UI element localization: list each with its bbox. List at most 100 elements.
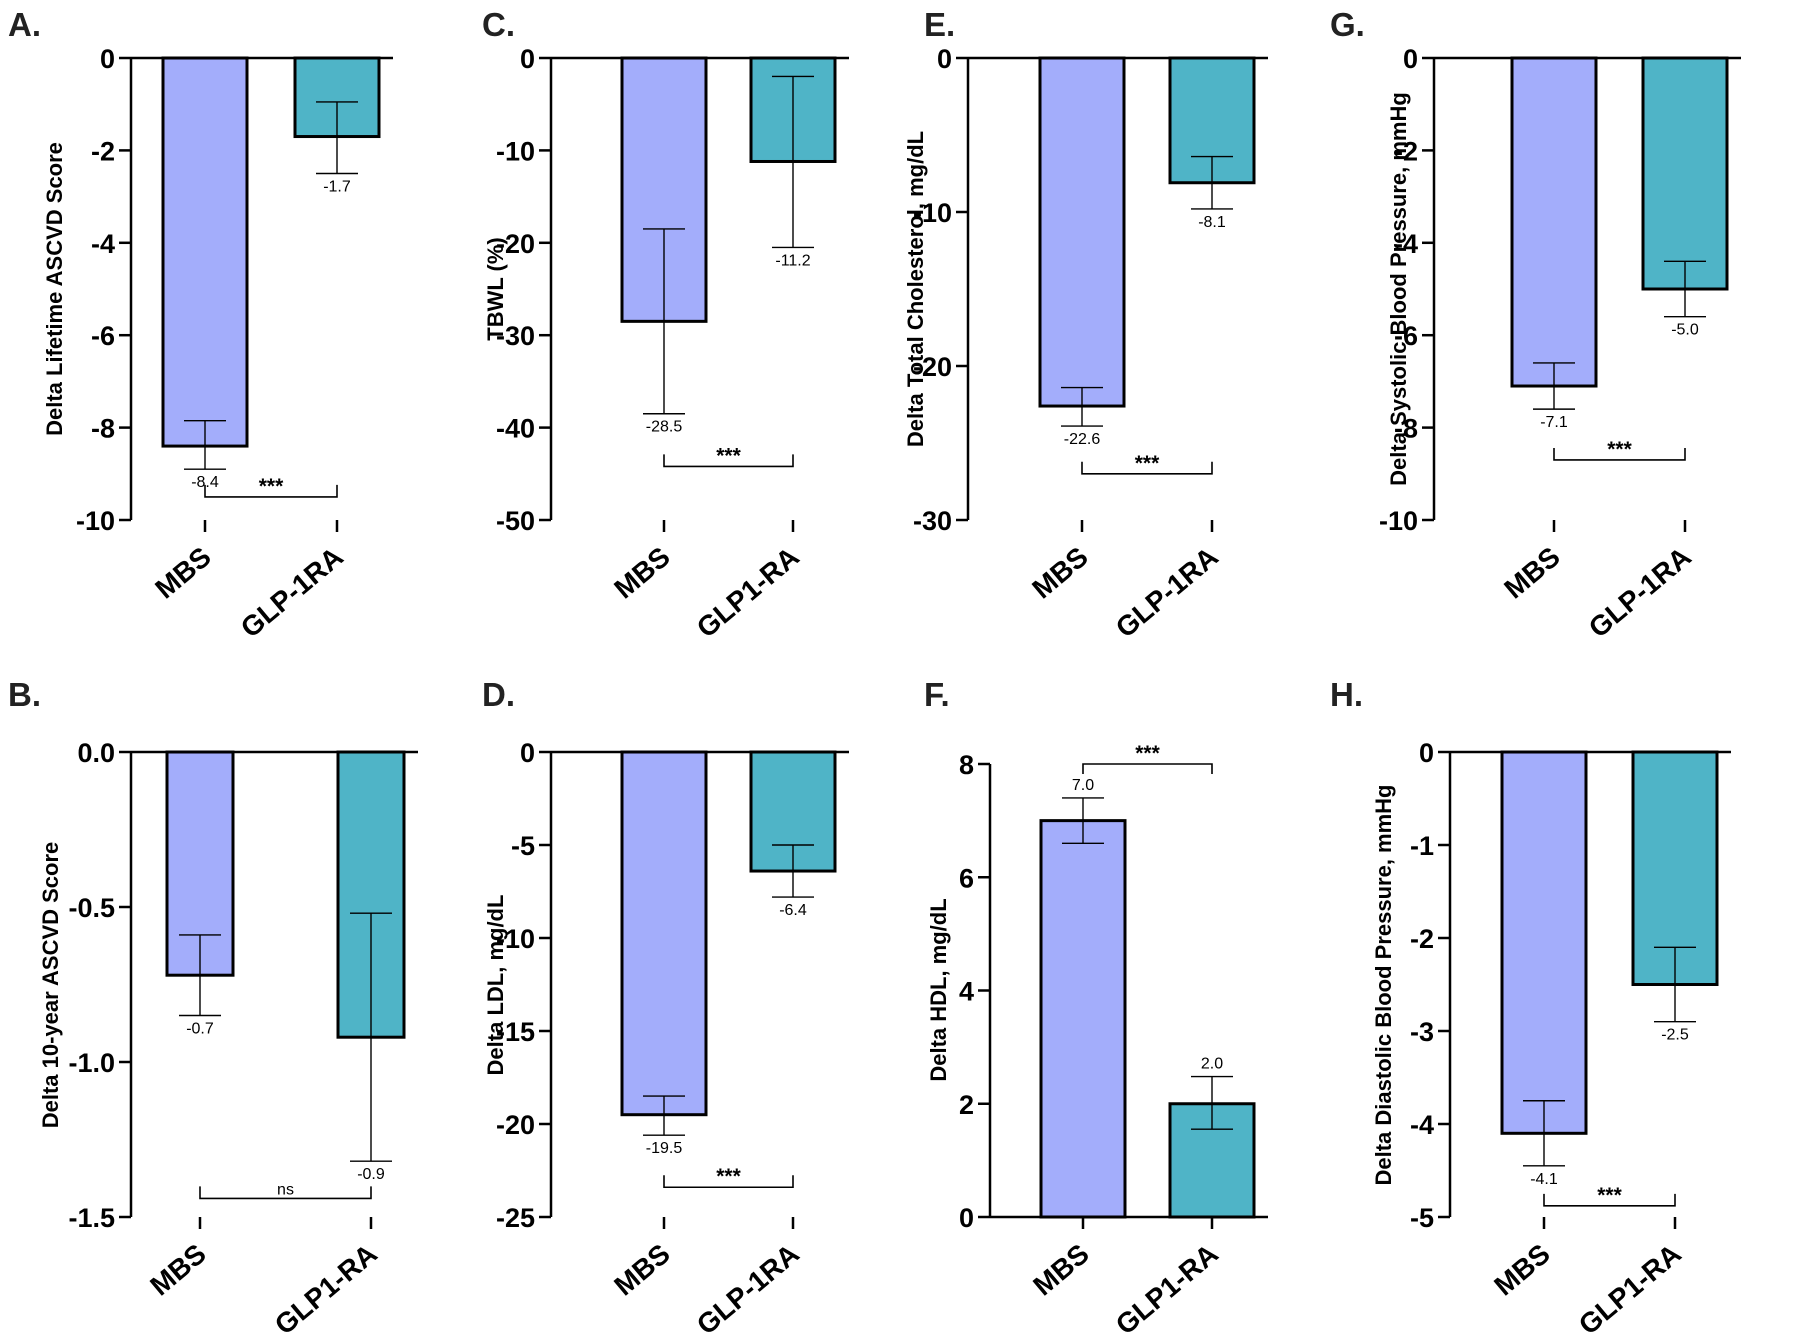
category-label: GLP1-RA xyxy=(1110,1238,1224,1339)
y-axis-title: Delta 10-year ASCVD Score xyxy=(38,842,63,1129)
y-tick-label: -50 xyxy=(496,506,535,536)
y-tick-label: 8 xyxy=(959,750,974,780)
bar-mbs xyxy=(1510,56,1598,388)
y-tick-label: -4 xyxy=(91,229,115,259)
y-tick-label: -20 xyxy=(496,229,535,259)
panel-letter: H. xyxy=(1330,676,1363,713)
y-axis-title: TBWL (%) xyxy=(483,237,508,340)
data-label: 2.0 xyxy=(1201,1056,1223,1073)
y-tick-label: -10 xyxy=(1379,506,1418,536)
y-tick-label: -20 xyxy=(913,352,952,382)
y-tick-label: 0 xyxy=(520,44,535,74)
data-label: -6.4 xyxy=(779,902,807,919)
significance-bracket xyxy=(1543,1193,1676,1207)
y-tick-label: 6 xyxy=(959,863,974,893)
category-label: MBS xyxy=(149,541,217,605)
y-tick-label: -5 xyxy=(511,831,535,861)
panel-letter: C. xyxy=(482,6,515,43)
y-tick-label: -3 xyxy=(1410,1017,1434,1047)
chart-panel-d: D.0 -5 -10 -15 -20 -25 Delta LDL, mg/dL -19.5 MB… xyxy=(482,676,849,1339)
y-axis-title: Delta Total Cholesterol, mg/dL xyxy=(903,131,928,447)
bar-mbs xyxy=(620,750,708,1117)
y-tick-label: 0 xyxy=(520,738,535,768)
category-label: MBS xyxy=(1026,541,1094,605)
significance-bracket xyxy=(199,1186,372,1200)
bar-mbs xyxy=(1039,819,1127,1219)
panel-letter: A. xyxy=(8,6,41,43)
y-axis-title: Delta Systolic Blood Pressure, mmHg xyxy=(1386,92,1411,486)
significance-label: *** xyxy=(259,475,284,498)
chart-panel-b: B. 0.0 -0.5 -1.0 -1.5 Delta 10-year ASCVD Sco… xyxy=(8,676,418,1339)
significance-label: *** xyxy=(1597,1184,1622,1207)
chart-panel-a: A. 0 -2 -4 -6 -8 -10 Delta Lifetime ASCVD Score… xyxy=(8,6,393,644)
y-tick-label: -6 xyxy=(91,321,115,351)
y-tick-label: -2 xyxy=(91,136,115,166)
category-label: GLP-1RA xyxy=(1583,541,1697,644)
y-tick-label: -2 xyxy=(1410,924,1434,954)
significance-bracket xyxy=(663,1175,794,1189)
y-tick-label: -25 xyxy=(496,1203,535,1233)
y-tick-label: -4 xyxy=(1394,229,1418,259)
y-axis-title: Delta Lifetime ASCVD Score xyxy=(42,142,67,436)
bar-mbs xyxy=(1038,56,1126,408)
y-tick-label: 2 xyxy=(959,1090,974,1120)
chart-panel-e: E.0 -10 -20 -30 Delta Total Cholesterol, mg/… xyxy=(903,6,1268,644)
y-tick-label: 0 xyxy=(1419,738,1434,768)
data-label: -22.6 xyxy=(1064,431,1101,448)
data-label: -0.9 xyxy=(357,1166,385,1183)
y-tick-label: -20 xyxy=(496,1110,535,1140)
y-tick-label: -10 xyxy=(76,506,115,536)
y-tick-label: -8 xyxy=(91,414,115,444)
category-label: MBS xyxy=(608,541,676,605)
significance-label: *** xyxy=(1135,742,1160,765)
significance-label: ns xyxy=(277,1181,294,1198)
category-label: GLP1-RA xyxy=(1573,1238,1687,1339)
data-label: -8.4 xyxy=(191,474,219,491)
bar-mbs xyxy=(161,56,249,448)
y-tick-label: 0.0 xyxy=(77,738,115,768)
y-tick-label: -1.0 xyxy=(68,1048,115,1078)
y-tick-label: 0 xyxy=(1403,44,1418,74)
data-label: -11.2 xyxy=(775,252,810,269)
y-tick-label: -10 xyxy=(496,136,535,166)
data-label: -4.1 xyxy=(1530,1171,1558,1188)
category-label: GLP-1RA xyxy=(1110,541,1224,644)
y-tick-label: -0.5 xyxy=(68,893,115,923)
y-tick-label: -4 xyxy=(1410,1110,1434,1140)
significance-bracket xyxy=(663,454,794,468)
data-label: -28.5 xyxy=(646,419,683,436)
data-label: -1.7 xyxy=(323,179,351,196)
category-label: MBS xyxy=(608,1238,676,1302)
y-tick-label: -5 xyxy=(1410,1203,1434,1233)
y-tick-label: -10 xyxy=(913,198,952,228)
bar-glp1-ra xyxy=(1631,750,1719,986)
panel-letter: D. xyxy=(482,676,515,713)
y-axis-title: Delta HDL, mg/dL xyxy=(926,898,951,1081)
data-label: -7.1 xyxy=(1540,414,1568,431)
significance-label: *** xyxy=(716,444,741,467)
category-label: MBS xyxy=(144,1238,212,1302)
y-tick-label: -30 xyxy=(913,506,952,536)
panel-letter: G. xyxy=(1330,6,1365,43)
y-tick-label: -30 xyxy=(496,321,535,351)
y-tick-label: -8 xyxy=(1394,414,1418,444)
significance-label: *** xyxy=(1607,438,1632,461)
panel-letter: B. xyxy=(8,676,41,713)
y-tick-label: -2 xyxy=(1394,136,1418,166)
data-label: -0.7 xyxy=(186,1021,214,1038)
bar-glp-1ra xyxy=(1641,56,1729,291)
y-tick-label: -10 xyxy=(496,924,535,954)
panel-letter: E. xyxy=(924,6,955,43)
category-label: GLP1-RA xyxy=(691,541,805,644)
bar-mbs xyxy=(1500,750,1588,1135)
y-tick-label: -15 xyxy=(496,1017,535,1047)
panel-letter: F. xyxy=(924,676,950,713)
category-label: GLP1-RA xyxy=(269,1238,383,1339)
y-tick-label: -6 xyxy=(1394,321,1418,351)
y-tick-label: 0 xyxy=(937,44,952,74)
chart-panel-f: F. 0 2 4 6 8 Delta HDL, mg/dL 7.0 MBS 2.0 GLP1-RA *… xyxy=(924,676,1268,1339)
chart-panel-g: G. 0 -2 -4 -6 -8 -10 Delta Systolic Blood Press… xyxy=(1330,6,1741,644)
y-axis-title: Delta LDL, mg/dL xyxy=(483,895,508,1076)
category-label: MBS xyxy=(1488,1238,1556,1302)
